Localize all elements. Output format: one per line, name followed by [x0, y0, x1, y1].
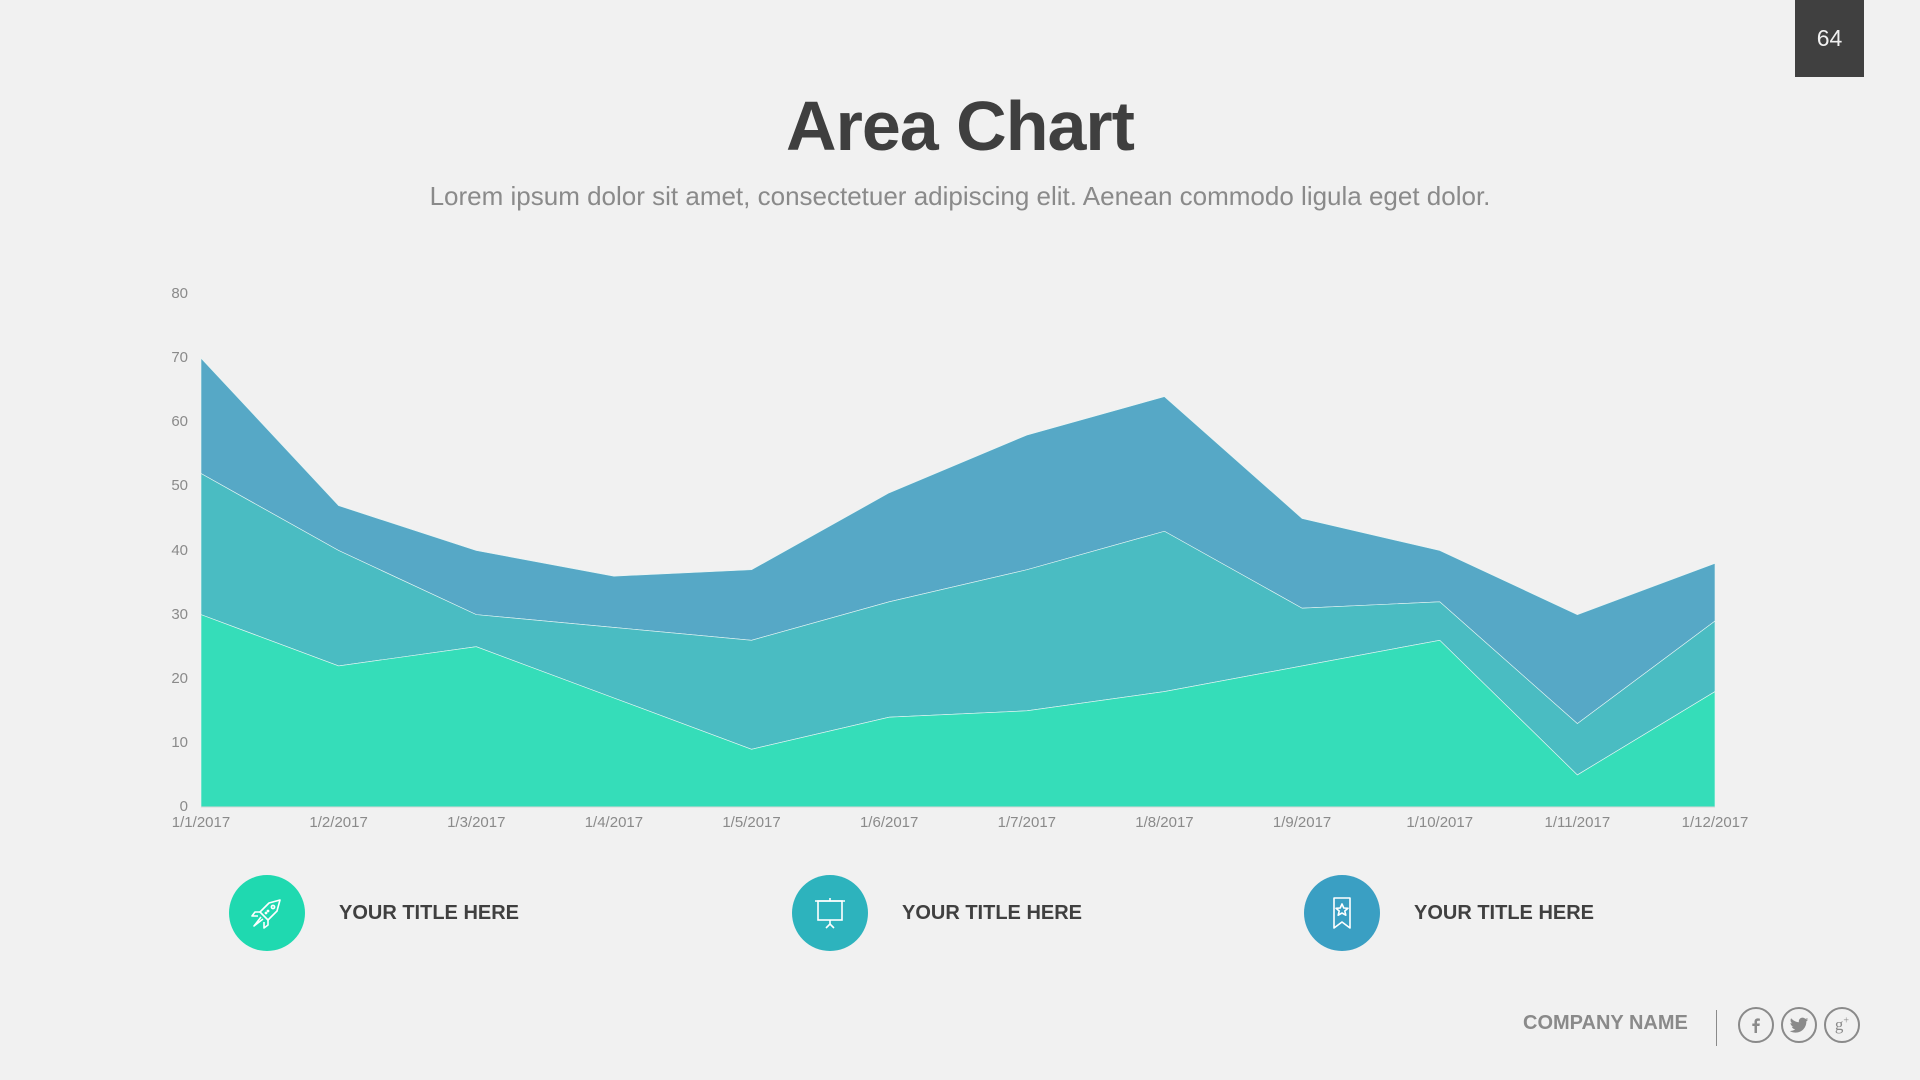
facebook-glyph [1752, 1018, 1760, 1033]
y-tick-label: 20 [171, 669, 188, 687]
y-tick-label: 80 [171, 285, 188, 302]
page-title: Area Chart [786, 87, 1135, 165]
x-tick-label: 1/11/2017 [1544, 814, 1611, 831]
feature-item-1: YOUR TITLE HERE [229, 875, 519, 951]
feature-title: YOUR TITLE HERE [339, 901, 520, 924]
y-tick-label: 40 [171, 541, 188, 559]
y-tick-label: 60 [171, 413, 188, 431]
x-tick-label: 1/5/2017 [722, 814, 781, 831]
twitter-icon[interactable] [1781, 1007, 1817, 1043]
facebook-icon[interactable] [1738, 1007, 1774, 1043]
y-tick-label: 10 [171, 733, 188, 751]
y-tick-label: 70 [171, 349, 188, 367]
footer-divider [1716, 1010, 1717, 1046]
feature-item-2: YOUR TITLE HERE [792, 875, 1082, 951]
x-tick-label: 1/12/2017 [1681, 814, 1749, 831]
google-plus-icon[interactable]: g+ [1824, 1007, 1860, 1043]
feature-icon-circle [1304, 875, 1380, 951]
page-subtitle: Lorem ipsum dolor sit amet, consectetuer… [429, 181, 1491, 211]
page-number: 64 [1795, 0, 1864, 77]
feature-item-3: YOUR TITLE HERE [1304, 875, 1594, 951]
x-tick-label: 1/1/2017 [171, 814, 231, 831]
bookmark-star-icon [1333, 897, 1351, 929]
rocket-icon [251, 899, 281, 929]
x-tick-label: 1/7/2017 [997, 814, 1056, 831]
projector-screen-icon [815, 898, 845, 929]
feature-title: YOUR TITLE HERE [1414, 901, 1595, 924]
x-tick-label: 1/2/2017 [309, 814, 368, 831]
company-name: COMPANY NAME [1523, 1012, 1688, 1034]
x-tick-label: 1/3/2017 [447, 814, 506, 831]
google-plus-glyph: g+ [1834, 1015, 1850, 1034]
y-tick-label: 50 [171, 477, 188, 495]
twitter-glyph [1789, 1017, 1809, 1033]
x-tick-label: 1/4/2017 [584, 814, 644, 831]
feature-icon-circle [229, 875, 305, 951]
x-tick-label: 1/6/2017 [859, 814, 919, 831]
x-tick-label: 1/10/2017 [1406, 814, 1474, 831]
feature-icon-circle [792, 875, 868, 951]
x-tick-label: 1/9/2017 [1272, 814, 1332, 831]
y-tick-label: 0 [179, 798, 188, 815]
x-tick-label: 1/8/2017 [1135, 814, 1194, 831]
feature-title: YOUR TITLE HERE [902, 901, 1083, 924]
y-tick-label: 30 [171, 605, 188, 623]
